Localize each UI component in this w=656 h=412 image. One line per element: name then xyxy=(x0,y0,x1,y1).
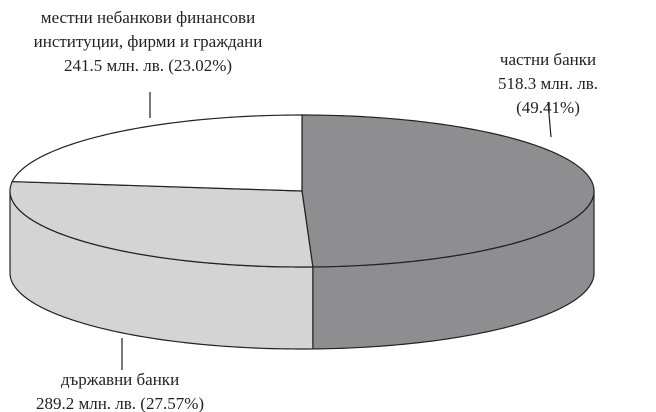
slice xyxy=(11,114,303,192)
value-label: 241.5 млн. лв. (23.02%) xyxy=(63,56,233,75)
value-label: 518.3 млн. лв. (49.41%) xyxy=(497,74,599,117)
leader-line xyxy=(547,101,552,138)
slice xyxy=(301,114,595,268)
slice-label: частни банки 518.3 млн. лв. (49.41%) xyxy=(494,48,602,120)
slice-label: държавни банки 289.2 млн. лв. (27.57%) xyxy=(36,368,204,412)
category-label: държавни банки xyxy=(60,370,180,389)
slice-label: местни небанкови финансови институции, ф… xyxy=(34,6,263,78)
category-label: местни небанкови финансови институции, ф… xyxy=(33,8,263,51)
slice xyxy=(9,180,314,268)
category-label: частни банки xyxy=(499,50,597,69)
value-label: 289.2 млн. лв. (27.57%) xyxy=(35,394,205,412)
